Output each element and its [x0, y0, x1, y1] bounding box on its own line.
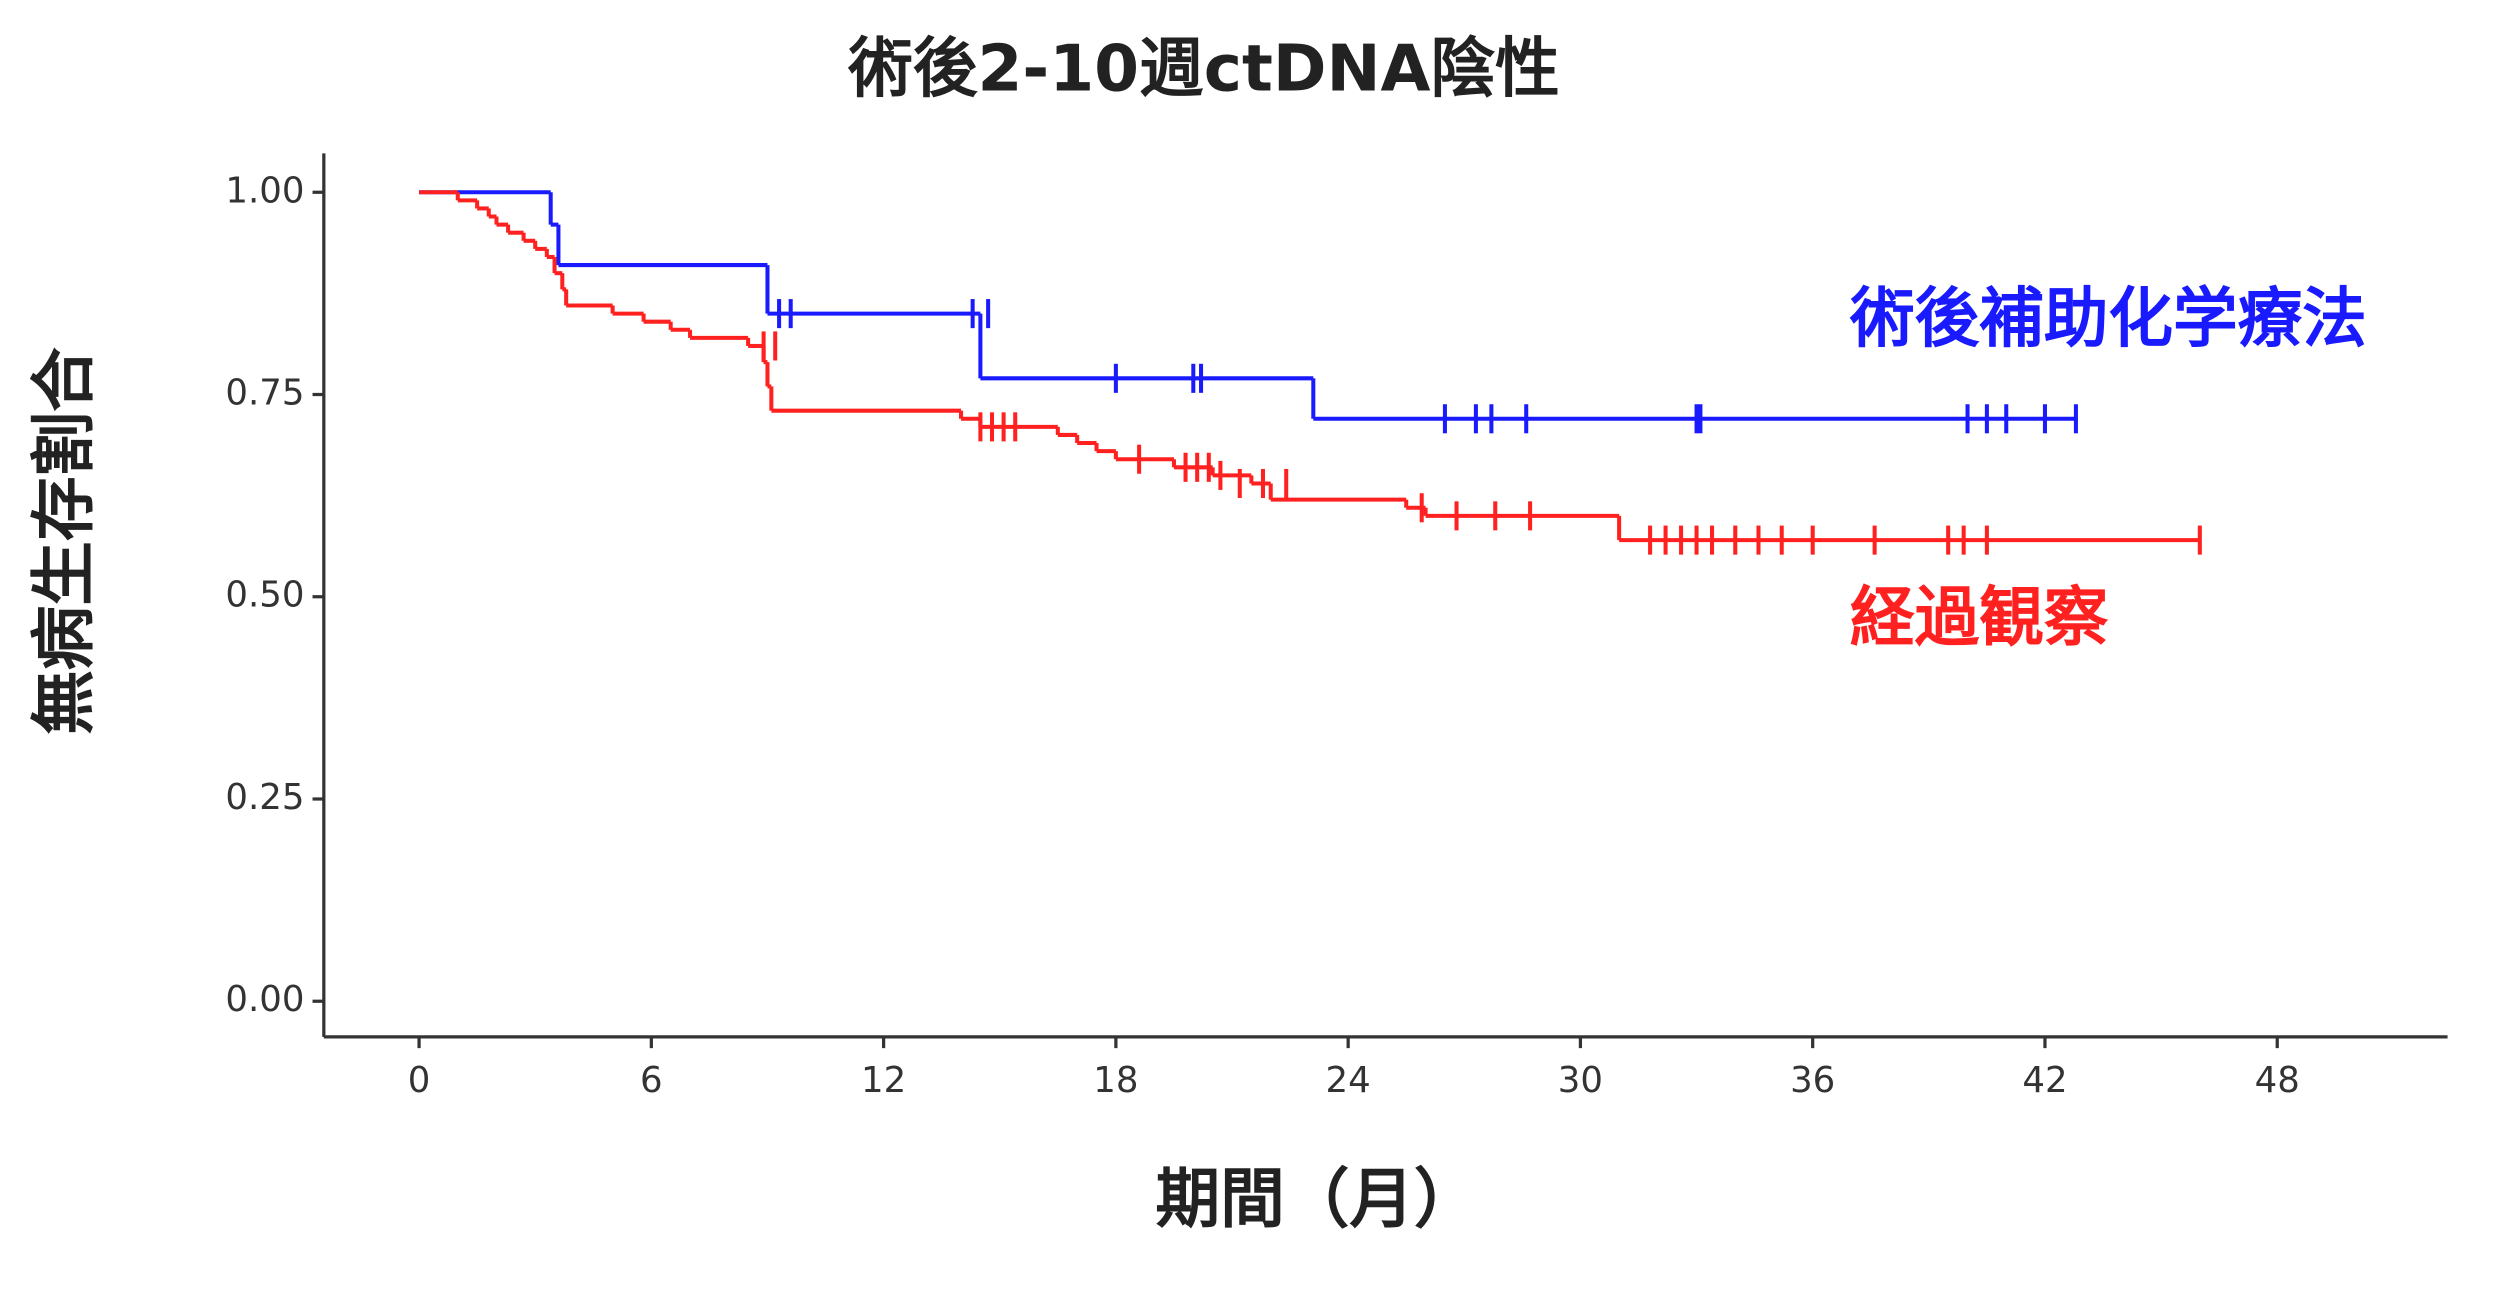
y-tick-label: 0.25 [225, 777, 304, 818]
x-axis-label: 期間（月） [1156, 1162, 1479, 1237]
legend-label: 経過観察 [1850, 580, 2109, 655]
x-tick-label: 0 [408, 1060, 431, 1101]
x-tick-label: 12 [861, 1060, 906, 1101]
x-tick-label: 48 [2255, 1060, 2300, 1101]
x-tick-label: 30 [1558, 1060, 1603, 1101]
chart-title: 術後2-10週ctDNA陰性 [847, 31, 1559, 106]
x-tick-label: 42 [2022, 1060, 2067, 1101]
y-tick-label: 0.75 [225, 373, 304, 414]
y-tick-label: 0.50 [225, 575, 304, 616]
legend-label: 術後補助化学療法 [1849, 282, 2367, 357]
y-tick-label: 1.00 [225, 170, 304, 211]
y-axis-label: 無病生存割合 [27, 347, 102, 735]
x-tick-label: 6 [640, 1060, 663, 1101]
x-tick-label: 24 [1326, 1060, 1371, 1101]
x-tick-label: 36 [1790, 1060, 1835, 1101]
y-tick-label: 0.00 [225, 979, 304, 1020]
x-tick-label: 18 [1093, 1060, 1138, 1101]
